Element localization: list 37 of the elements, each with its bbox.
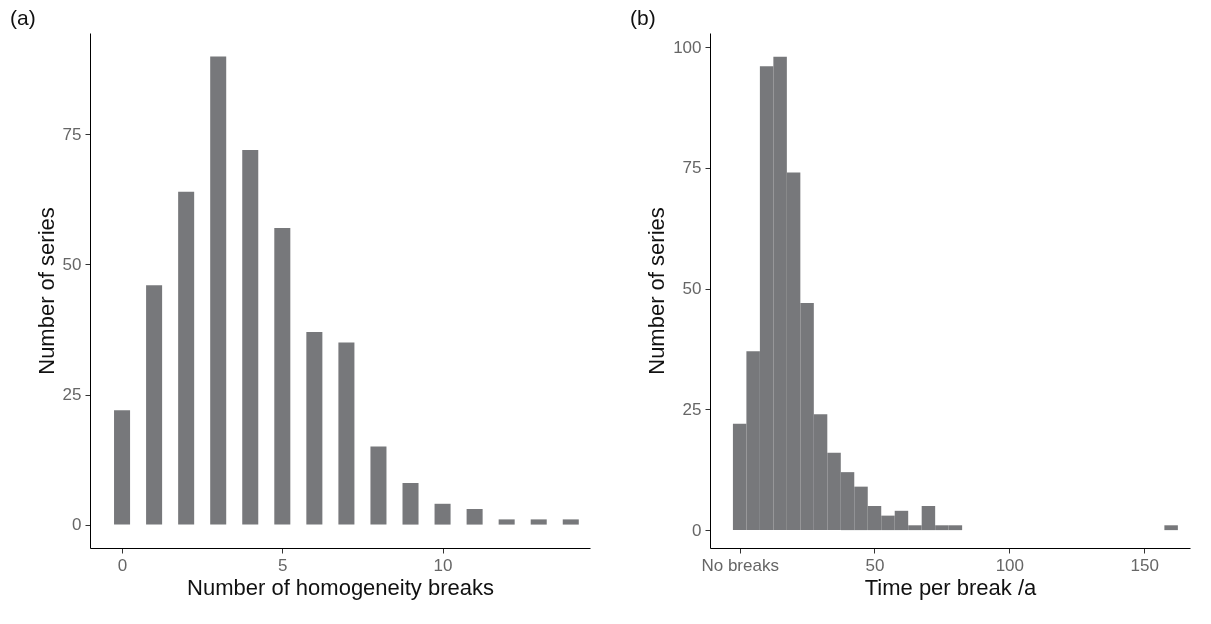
bar [306, 332, 323, 525]
y-tick-label: 50 [62, 254, 82, 274]
bar [466, 508, 483, 525]
x-tick-label: 5 [278, 555, 288, 575]
y-axis-title: Number of series [644, 207, 670, 375]
chart-title: (b) [630, 6, 656, 29]
y-tick-label: 0 [692, 520, 702, 540]
y-tick-label: 25 [62, 385, 82, 405]
y-tick-label: 50 [682, 279, 702, 299]
x-tick-label: No breaks [701, 555, 779, 575]
bar [562, 519, 579, 525]
x-tick-label: 150 [1130, 555, 1159, 575]
bar [402, 482, 419, 525]
bar [370, 446, 387, 525]
y-axis-title: Number of series [33, 207, 59, 375]
y-tick-label: 0 [72, 515, 82, 535]
y-tick-label: 75 [62, 124, 82, 144]
x-tick-label: 100 [995, 555, 1025, 575]
x-tick-label: 10 [433, 555, 453, 575]
y-tick-label: 75 [682, 158, 702, 178]
bar [434, 503, 451, 525]
y-tick-label: 25 [682, 399, 702, 419]
bar [242, 150, 259, 525]
bar [498, 519, 515, 525]
x-tick-label: 0 [117, 555, 128, 575]
bar [210, 56, 227, 525]
x-axis-title: Time per break /a [864, 574, 1038, 600]
bar [146, 285, 163, 525]
y-tick-label: 100 [673, 37, 702, 57]
bar [530, 519, 547, 525]
bar [178, 191, 195, 525]
x-tick-label: 50 [865, 555, 885, 575]
bar [338, 342, 355, 525]
bar [114, 410, 131, 525]
bar [274, 228, 291, 525]
x-axis-title: Number of homogeneity breaks [187, 574, 494, 600]
chart-title: (a) [10, 6, 36, 29]
